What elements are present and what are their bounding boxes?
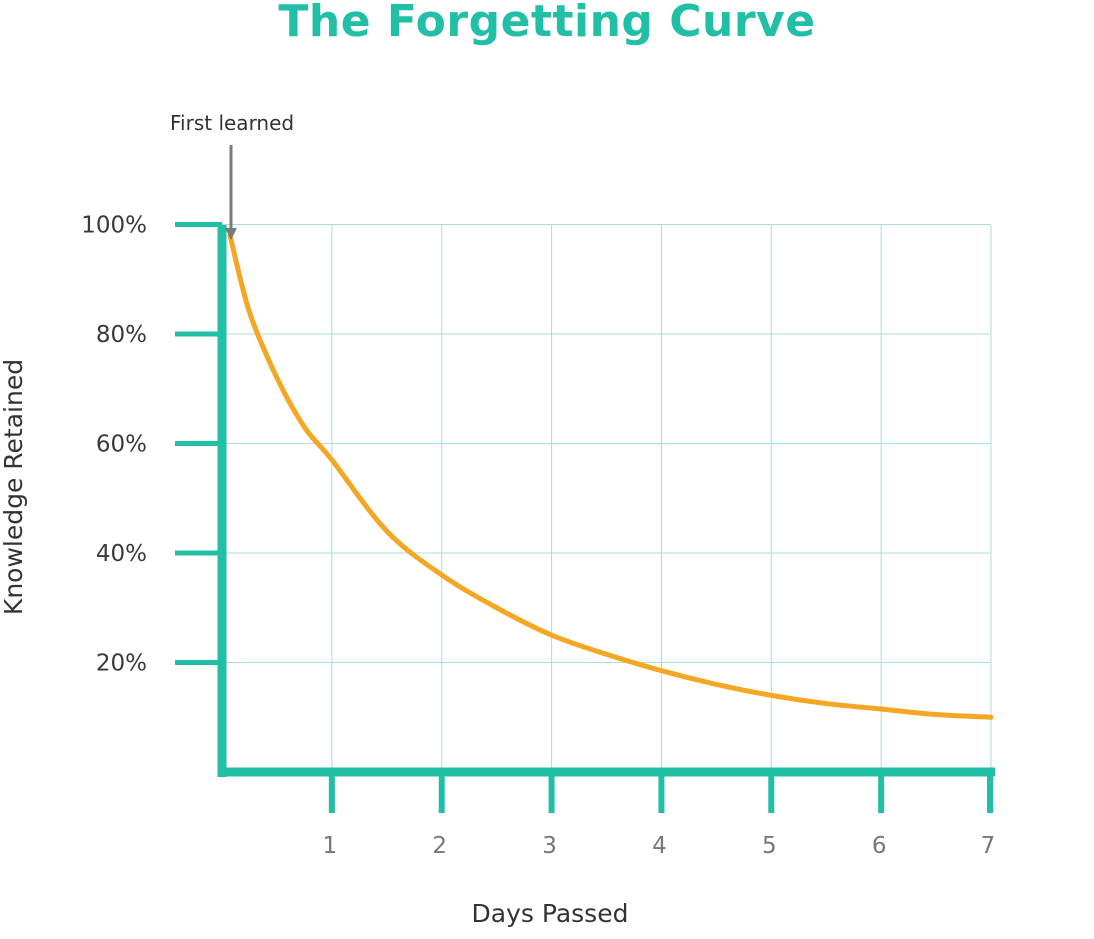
x-tick-label-5: 5	[762, 833, 777, 859]
annotations: First learned	[170, 111, 294, 240]
y-tick-label-60: 60%	[96, 432, 147, 458]
annotation-arrow-head-0	[225, 228, 237, 240]
axes	[217, 225, 995, 777]
x-tick-label-2: 2	[432, 833, 447, 859]
y-tick-label-40: 40%	[96, 541, 147, 567]
annotation-label-0: First learned	[170, 111, 294, 135]
x-tick-label-7: 7	[981, 833, 996, 859]
series-group	[227, 232, 994, 720]
x-tick-label-3: 3	[542, 833, 557, 859]
x-axis-label: Days Passed	[472, 899, 629, 928]
x-tick-label-1: 1	[323, 833, 338, 859]
chart-title: The Forgetting Curve	[278, 0, 816, 47]
tick-labels: 20% 40% 60% 80% 100% 1 2 3 4 5 6 7	[81, 213, 995, 860]
tick-marks	[175, 222, 993, 813]
y-tick-label-20: 20%	[96, 651, 147, 677]
y-tick-label-80: 80%	[96, 322, 147, 348]
y-tick-label-100: 100%	[81, 213, 147, 239]
x-tick-label-6: 6	[872, 833, 887, 859]
x-tick-label-4: 4	[652, 833, 667, 859]
series-line-0	[227, 232, 994, 720]
grid-lines	[222, 224, 992, 772]
y-axis-label: Knowledge Retained	[0, 359, 28, 615]
